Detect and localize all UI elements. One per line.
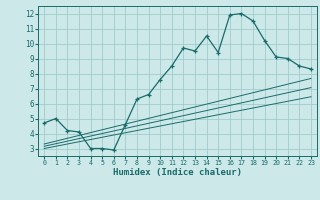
X-axis label: Humidex (Indice chaleur): Humidex (Indice chaleur) (113, 168, 242, 177)
